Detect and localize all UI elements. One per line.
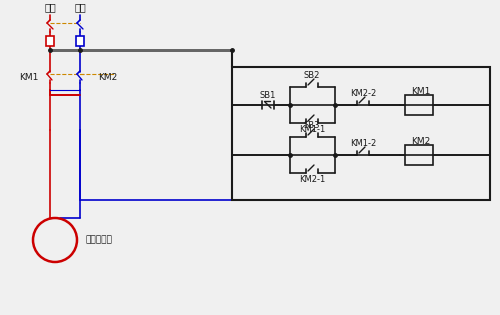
Text: 直流电动机: 直流电动机 bbox=[85, 236, 112, 244]
Text: KM1: KM1 bbox=[18, 72, 38, 82]
Bar bbox=[76, 36, 84, 46]
Bar bbox=[46, 36, 54, 46]
Text: KM1-2: KM1-2 bbox=[350, 139, 376, 147]
Bar bbox=[405, 95, 433, 115]
Bar bbox=[405, 145, 433, 165]
Bar bbox=[232, 67, 490, 200]
Text: 负极: 负极 bbox=[74, 2, 86, 12]
Text: KM2-2: KM2-2 bbox=[350, 89, 376, 98]
Text: KM2-1: KM2-1 bbox=[299, 175, 325, 185]
Text: KM2: KM2 bbox=[98, 72, 117, 82]
Text: KM1-1: KM1-1 bbox=[299, 125, 325, 135]
Text: SB3: SB3 bbox=[304, 121, 320, 129]
Text: KM1: KM1 bbox=[412, 87, 430, 95]
Text: SB2: SB2 bbox=[304, 71, 320, 79]
Text: 正极: 正极 bbox=[44, 2, 56, 12]
Text: SB1: SB1 bbox=[260, 90, 276, 100]
Text: KM2: KM2 bbox=[412, 136, 430, 146]
